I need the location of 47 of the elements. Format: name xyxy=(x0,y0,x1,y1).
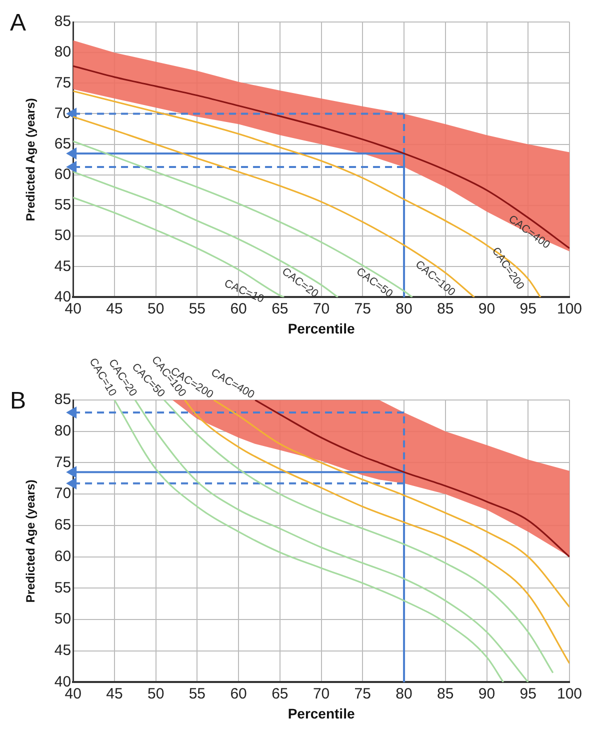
x-tick-label: 55 xyxy=(188,300,206,318)
y-tick-label: 45 xyxy=(54,642,72,659)
x-tick-label: 70 xyxy=(312,300,330,318)
chart-title: A xyxy=(10,10,26,37)
y-axis-title: Predicted Age (years) xyxy=(24,98,38,222)
x-tick-label: 45 xyxy=(106,300,123,318)
x-tick-label: 80 xyxy=(396,685,412,702)
y-tick-label: 55 xyxy=(54,196,72,214)
x-tick-label: 90 xyxy=(478,300,496,318)
x-tick-label: 85 xyxy=(437,685,454,702)
x-tick-label: 85 xyxy=(437,300,454,318)
x-tick-label: 70 xyxy=(312,685,330,702)
y-tick-label: 85 xyxy=(54,13,72,30)
x-tick-label: 50 xyxy=(147,685,164,702)
x-tick-label: 50 xyxy=(147,300,164,318)
x-tick-label: 90 xyxy=(478,685,496,702)
y-tick-label: 70 xyxy=(54,485,72,502)
y-tick-label: 65 xyxy=(54,516,72,534)
y-tick-label: 55 xyxy=(54,579,72,596)
chart-title: B xyxy=(10,388,26,415)
x-tick-label: 95 xyxy=(520,685,536,702)
x-tick-label: 100 xyxy=(556,300,582,318)
x-tick-label: 75 xyxy=(354,685,371,702)
x-tick-label: 60 xyxy=(230,300,247,318)
x-axis-title: Percentile xyxy=(288,320,355,336)
x-tick-label: 55 xyxy=(188,685,206,702)
x-tick-label: 45 xyxy=(106,685,123,702)
y-tick-label: 50 xyxy=(54,610,72,628)
y-tick-label: 85 xyxy=(54,391,72,408)
y-tick-label: 50 xyxy=(54,227,72,244)
y-axis-title: Predicted Age (years) xyxy=(24,480,38,603)
x-tick-label: 60 xyxy=(230,685,247,702)
x-tick-label: 95 xyxy=(520,300,536,318)
y-tick-label: 60 xyxy=(54,166,72,184)
x-tick-label: 65 xyxy=(272,685,288,702)
y-tick-label: 75 xyxy=(54,74,72,92)
x-tick-label: 100 xyxy=(556,685,582,702)
y-tick-label: 75 xyxy=(54,454,72,471)
x-tick-label: 80 xyxy=(396,300,412,318)
x-axis-title: Percentile xyxy=(288,705,355,722)
y-tick-label: 65 xyxy=(54,135,72,152)
x-tick-label: 75 xyxy=(354,300,371,318)
y-tick-label: 45 xyxy=(54,258,72,275)
y-tick-label: 80 xyxy=(54,422,72,440)
x-tick-label: 65 xyxy=(272,300,288,318)
y-tick-label: 60 xyxy=(54,548,72,565)
y-tick-label: 80 xyxy=(54,44,72,61)
